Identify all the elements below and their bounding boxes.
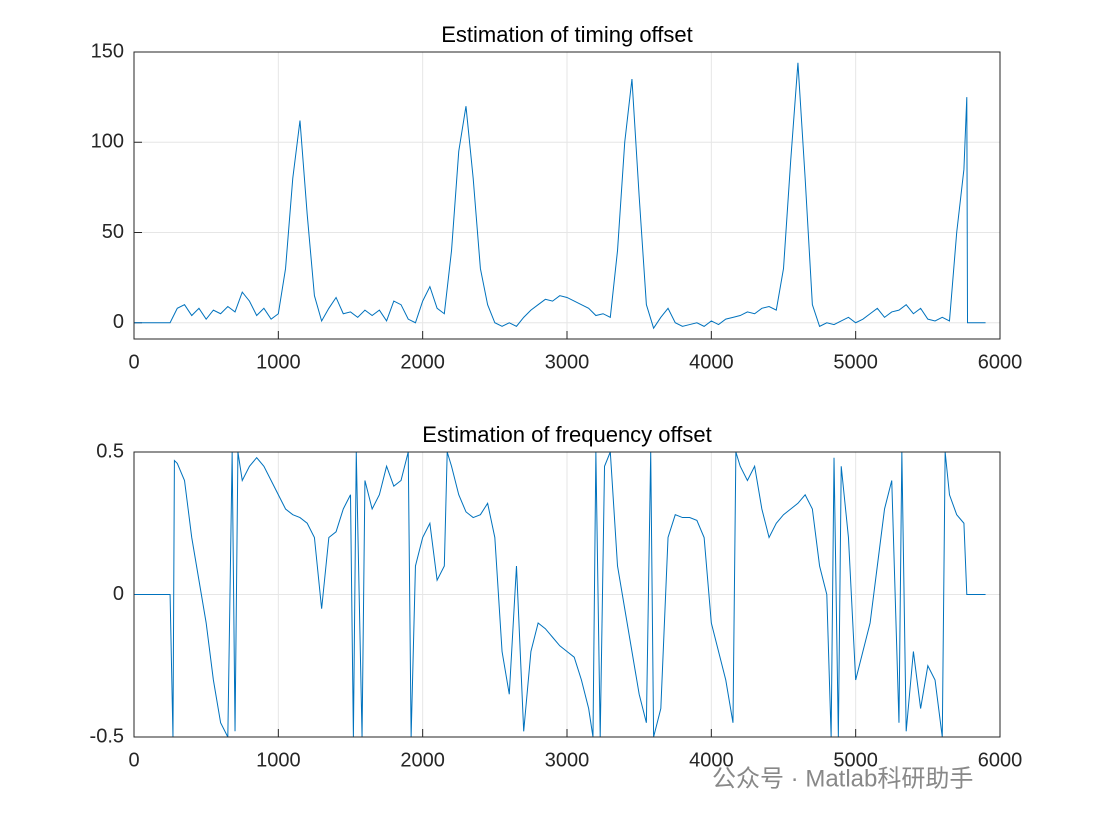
y-tick-label: 0 — [113, 583, 124, 605]
axes-box — [133, 51, 1001, 340]
data-line — [134, 62, 986, 330]
chart-title: Estimation of frequency offset — [422, 422, 711, 447]
x-tick-label: 1000 — [256, 351, 301, 373]
y-tick-label: -0.5 — [90, 725, 124, 747]
x-tick-label: 1000 — [256, 749, 301, 771]
axes-box — [133, 451, 1001, 738]
y-tick-label: 0 — [113, 311, 124, 333]
x-tick-label: 4000 — [689, 351, 734, 373]
y-tick-label: 0.5 — [96, 440, 124, 462]
x-tick-label: 5000 — [833, 749, 878, 771]
x-tick-label: 0 — [128, 749, 139, 771]
x-tick-label: 2000 — [400, 749, 445, 771]
x-tick-label: 0 — [128, 351, 139, 373]
watermark: 公众号 · Matlab科研助手 — [712, 765, 973, 792]
y-tick-label: 100 — [91, 131, 124, 153]
x-tick-label: 4000 — [689, 749, 734, 771]
y-tick-label: 50 — [102, 221, 124, 243]
x-tick-label: 6000 — [978, 749, 1023, 771]
x-tick-label: 3000 — [545, 749, 590, 771]
x-tick-label: 6000 — [978, 351, 1023, 373]
chart-title: Estimation of timing offset — [441, 22, 693, 47]
x-tick-label: 3000 — [545, 351, 590, 373]
x-tick-label: 5000 — [833, 351, 878, 373]
data-line — [134, 451, 986, 738]
y-tick-label: 150 — [91, 40, 124, 62]
x-tick-label: 2000 — [400, 351, 445, 373]
